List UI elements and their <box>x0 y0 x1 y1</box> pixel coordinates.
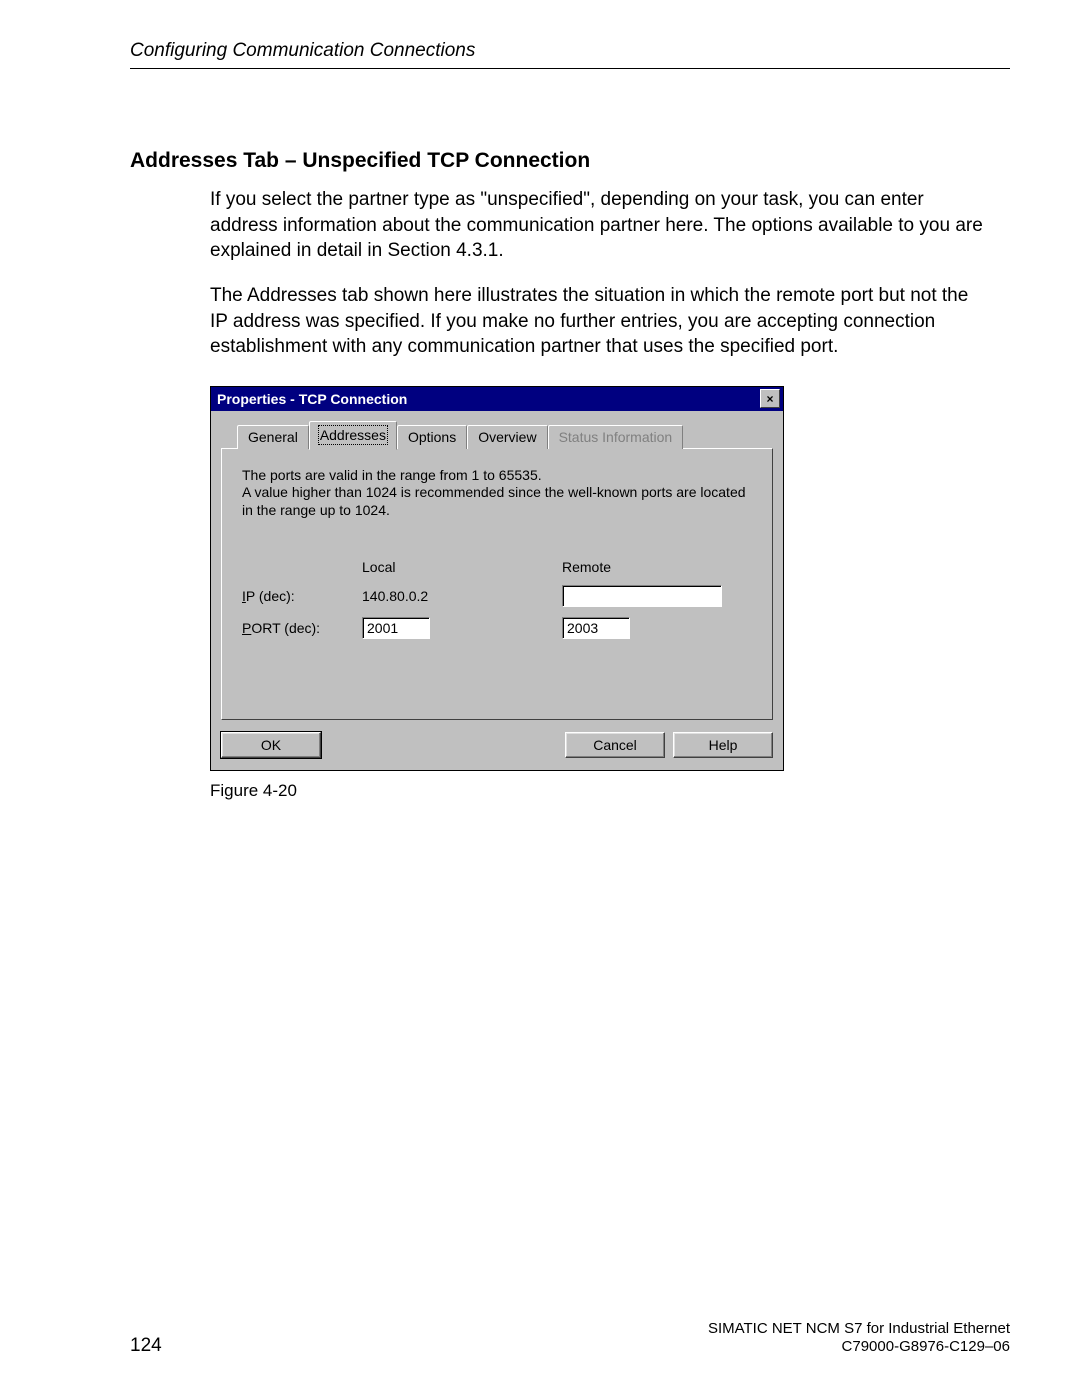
cancel-button[interactable]: Cancel <box>565 732 665 758</box>
remote-ip-input[interactable] <box>562 585 722 607</box>
info-text-line1: The ports are valid in the range from 1 … <box>242 467 752 485</box>
column-header-remote: Remote <box>562 559 732 575</box>
tab-overview[interactable]: Overview <box>467 425 547 449</box>
local-ip-value: 140.80.0.2 <box>362 588 562 604</box>
ok-button[interactable]: OK <box>221 732 321 758</box>
remote-port-input[interactable] <box>562 617 630 639</box>
footer-doc-id: C79000-G8976-C129–06 <box>708 1338 1010 1357</box>
section-title: Addresses Tab – Unspecified TCP Connecti… <box>130 149 980 173</box>
page-footer: 124 SIMATIC NET NCM S7 for Industrial Et… <box>130 1320 1010 1358</box>
dialog-titlebar: Properties - TCP Connection × <box>211 387 783 411</box>
local-port-input[interactable] <box>362 617 430 639</box>
tab-strip: General Addresses Options Overview Statu… <box>237 421 773 449</box>
port-label: PORT (dec): <box>242 620 362 636</box>
ip-label: IP (dec): <box>242 588 362 604</box>
paragraph-2: The Addresses tab shown here illustrates… <box>210 283 990 360</box>
info-text-line2: A value higher than 1024 is recommended … <box>242 484 752 519</box>
tab-addresses[interactable]: Addresses <box>309 421 397 450</box>
page-number: 124 <box>130 1335 162 1357</box>
close-button[interactable]: × <box>760 389 780 408</box>
tab-general[interactable]: General <box>237 425 309 449</box>
address-grid: Local Remote IP (dec): 140.80.0.2 PORT (… <box>242 559 752 639</box>
column-header-local: Local <box>362 559 562 575</box>
figure-caption: Figure 4-20 <box>210 781 980 801</box>
footer-product-line: SIMATIC NET NCM S7 for Industrial Ethern… <box>708 1320 1010 1339</box>
paragraph-1: If you select the partner type as "unspe… <box>210 187 990 264</box>
tab-options[interactable]: Options <box>397 425 467 449</box>
properties-dialog: Properties - TCP Connection × General Ad… <box>210 386 784 772</box>
help-button[interactable]: Help <box>673 732 773 758</box>
addresses-tab-panel: The ports are valid in the range from 1 … <box>221 448 773 721</box>
dialog-title: Properties - TCP Connection <box>217 391 407 407</box>
close-icon: × <box>766 392 773 406</box>
dialog-button-row: OK Cancel Help <box>221 732 773 758</box>
tab-status-information: Status Information <box>548 425 684 449</box>
running-header: Configuring Communication Connections <box>130 40 1010 69</box>
